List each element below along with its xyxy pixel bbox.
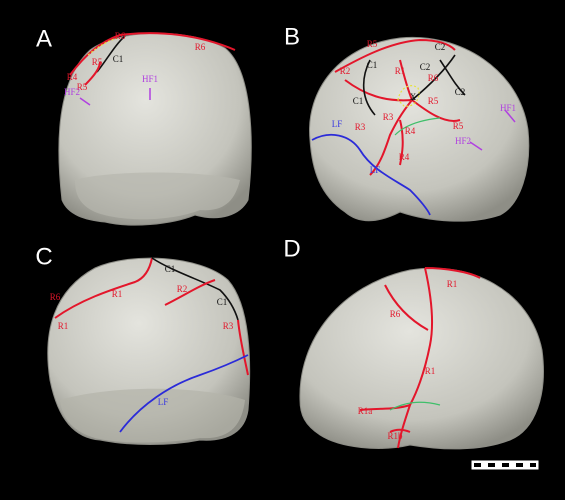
suture-label: R6 xyxy=(428,73,439,83)
suture-label: R2 xyxy=(340,66,351,76)
suture-label: R6 xyxy=(390,309,401,319)
panel-letter: D xyxy=(283,235,300,262)
suture-label: R5 xyxy=(367,39,378,49)
suture-label: R1 xyxy=(395,66,406,76)
panel-letter: B xyxy=(284,23,300,50)
scale-bar xyxy=(471,460,539,470)
suture-label: LF xyxy=(370,165,381,175)
suture-label: LF xyxy=(332,119,343,129)
suture-label: R3 xyxy=(355,122,366,132)
suture-label: C2 xyxy=(420,62,431,72)
panel-letter: A xyxy=(36,25,52,52)
suture-label: R5 xyxy=(453,121,464,131)
suture-label: LF xyxy=(158,397,169,407)
suture-label: R1 xyxy=(425,366,436,376)
suture-label: X xyxy=(410,92,417,102)
suture-label: R5 xyxy=(428,96,439,106)
suture-label: R6 xyxy=(115,31,126,41)
panel-letter: C xyxy=(35,243,52,270)
suture-label: R4 xyxy=(399,152,410,162)
suture-label: R3 xyxy=(223,321,234,331)
skull-c xyxy=(47,257,251,445)
suture-label: C1 xyxy=(113,54,124,64)
suture-label: HF2 xyxy=(64,87,80,97)
skull-d xyxy=(299,267,544,450)
skull-a xyxy=(58,32,252,226)
suture-label: R5 xyxy=(77,82,88,92)
skull-b xyxy=(309,36,530,222)
suture-label: R6 xyxy=(195,42,206,52)
suture-label: HF2 xyxy=(455,136,471,146)
suture-label: R1 xyxy=(58,321,69,331)
suture-label: R2 xyxy=(177,284,188,294)
suture-label: R6 xyxy=(50,292,61,302)
suture-label: HF1 xyxy=(142,74,158,84)
suture-label: HF1 xyxy=(500,103,516,113)
suture-label: R5 xyxy=(92,57,103,67)
suture-label: R4 xyxy=(405,126,416,136)
suture-label: C2 xyxy=(455,87,466,97)
suture-label: R1 xyxy=(447,279,458,289)
suture-label: R1 xyxy=(112,289,123,299)
suture-label: R4 xyxy=(67,72,78,82)
suture-label: R1a xyxy=(358,406,373,416)
suture-label: C1 xyxy=(217,297,228,307)
suture-label: R3 xyxy=(383,112,394,122)
suture-label: R1b xyxy=(387,431,403,441)
suture-label: C1 xyxy=(353,96,364,106)
suture-label: C1 xyxy=(367,60,378,70)
suture-label: C1 xyxy=(165,264,176,274)
suture-label: C2 xyxy=(435,42,446,52)
